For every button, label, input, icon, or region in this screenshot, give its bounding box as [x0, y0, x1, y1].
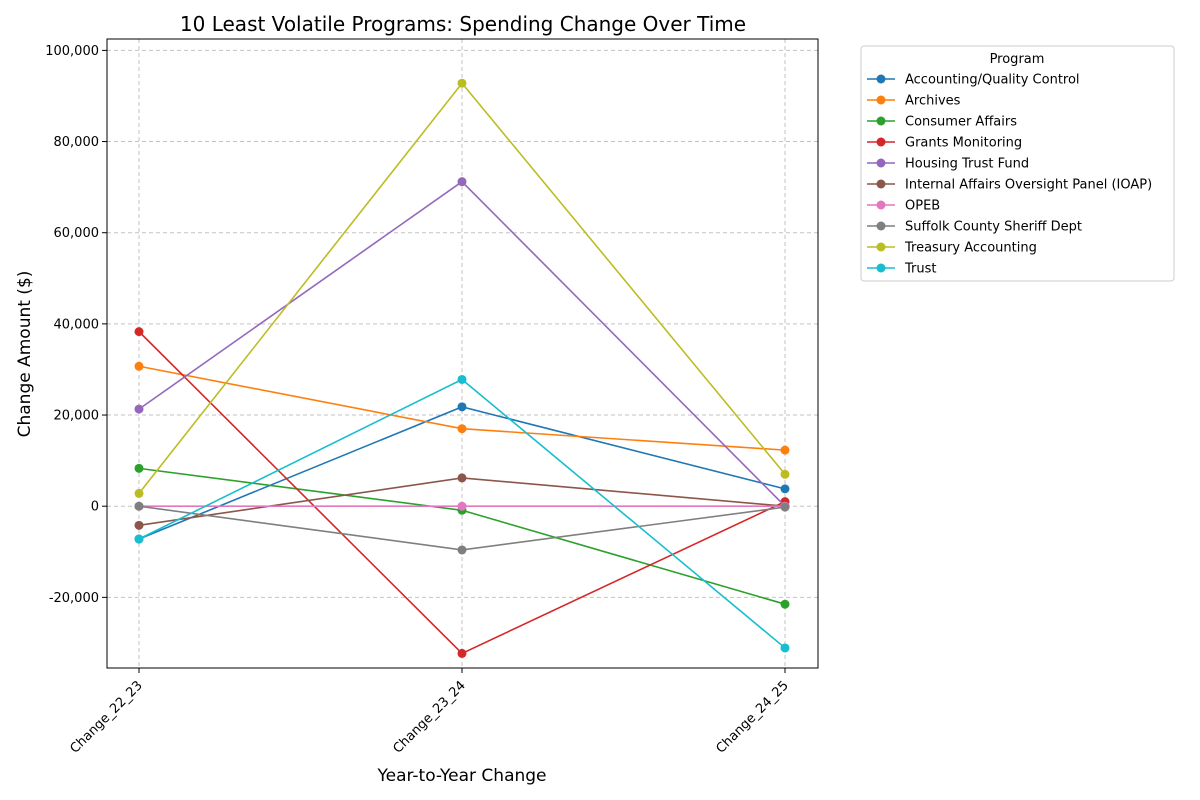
y-tick-label: 0	[91, 500, 99, 515]
x-tick-label: Change_23_24	[390, 678, 468, 756]
y-tick-label: 80,000	[54, 135, 100, 150]
legend-label: Treasury Accounting	[904, 241, 1037, 256]
y-tick-label: -20,000	[49, 591, 99, 606]
data-point	[134, 327, 144, 337]
data-point	[780, 445, 790, 455]
legend-label: Consumer Affairs	[905, 115, 1017, 130]
legend-entry: Internal Affairs Oversight Panel (IOAP)	[867, 178, 1152, 193]
data-point	[457, 374, 467, 384]
series-group	[134, 374, 790, 653]
data-point	[134, 463, 144, 473]
legend-entry: Trust	[867, 262, 936, 277]
legend-entry: OPEB	[867, 199, 940, 214]
legend-entry: Suffolk County Sheriff Dept	[867, 220, 1082, 235]
data-point	[134, 520, 144, 530]
chart-title: 10 Least Volatile Programs: Spending Cha…	[180, 12, 746, 36]
legend-label: Accounting/Quality Control	[905, 73, 1080, 88]
legend-entry: Grants Monitoring	[867, 136, 1022, 151]
y-tick-label: 40,000	[54, 317, 100, 332]
legend-marker	[876, 158, 886, 168]
x-axis-label: Year-to-Year Change	[376, 766, 546, 786]
data-point	[134, 534, 144, 544]
legend-marker	[876, 263, 886, 273]
data-point	[134, 404, 144, 414]
data-point	[134, 488, 144, 498]
legend-marker	[876, 74, 886, 84]
data-point	[780, 599, 790, 609]
legend-label: Suffolk County Sheriff Dept	[905, 220, 1082, 235]
legend-marker	[876, 116, 886, 126]
legend-label: Internal Affairs Oversight Panel (IOAP)	[905, 178, 1152, 193]
legend-title: Program	[990, 52, 1045, 67]
data-point	[457, 473, 467, 483]
legend-label: Housing Trust Fund	[905, 157, 1029, 172]
data-point	[134, 361, 144, 371]
data-point	[457, 78, 467, 88]
series-group	[134, 327, 790, 658]
series-group	[134, 361, 790, 455]
legend-marker	[876, 137, 886, 147]
data-point	[457, 501, 467, 511]
y-tick-label: 60,000	[54, 226, 100, 241]
legend-label: Trust	[904, 262, 936, 277]
data-point	[780, 643, 790, 653]
data-point	[457, 424, 467, 434]
legend-marker	[876, 200, 886, 210]
y-tick-label: 100,000	[45, 44, 99, 59]
data-point	[134, 501, 144, 511]
series-group	[134, 501, 790, 511]
legend-entry: Accounting/Quality Control	[867, 73, 1080, 88]
legend-entry: Archives	[867, 94, 961, 109]
y-axis-label: Change Amount ($)	[15, 271, 35, 438]
x-tick-label: Change_24_25	[713, 678, 791, 756]
legend-label: OPEB	[905, 199, 940, 214]
y-tick-label: 20,000	[54, 409, 100, 424]
data-point	[457, 545, 467, 555]
legend-label: Grants Monitoring	[905, 136, 1022, 151]
legend-marker	[876, 95, 886, 105]
series-lines	[134, 78, 790, 658]
legend-entry: Consumer Affairs	[867, 115, 1017, 130]
series-group	[134, 501, 790, 555]
data-point	[780, 469, 790, 479]
x-axis-ticks: Change_22_23 Change_23_24 Change_24_25	[67, 668, 792, 757]
legend-label: Archives	[905, 94, 961, 109]
legend-marker	[876, 242, 886, 252]
legend-marker	[876, 221, 886, 231]
legend-marker	[876, 179, 886, 189]
data-point	[457, 402, 467, 412]
legend-entry: Treasury Accounting	[867, 241, 1037, 256]
grid-lines	[107, 39, 818, 668]
y-axis-ticks: -20,000 0 20,000 40,000 60,000 80,000 100,000	[45, 44, 107, 606]
legend-entry: Housing Trust Fund	[867, 157, 1029, 172]
legend: Program Accounting/Quality Control Archiv…	[860, 45, 1175, 282]
x-tick-label: Change_22_23	[67, 678, 145, 756]
data-point	[780, 484, 790, 494]
data-point	[780, 502, 790, 512]
legend-box	[860, 45, 1175, 282]
data-point	[457, 648, 467, 658]
series-group	[134, 78, 790, 498]
data-point	[457, 177, 467, 187]
